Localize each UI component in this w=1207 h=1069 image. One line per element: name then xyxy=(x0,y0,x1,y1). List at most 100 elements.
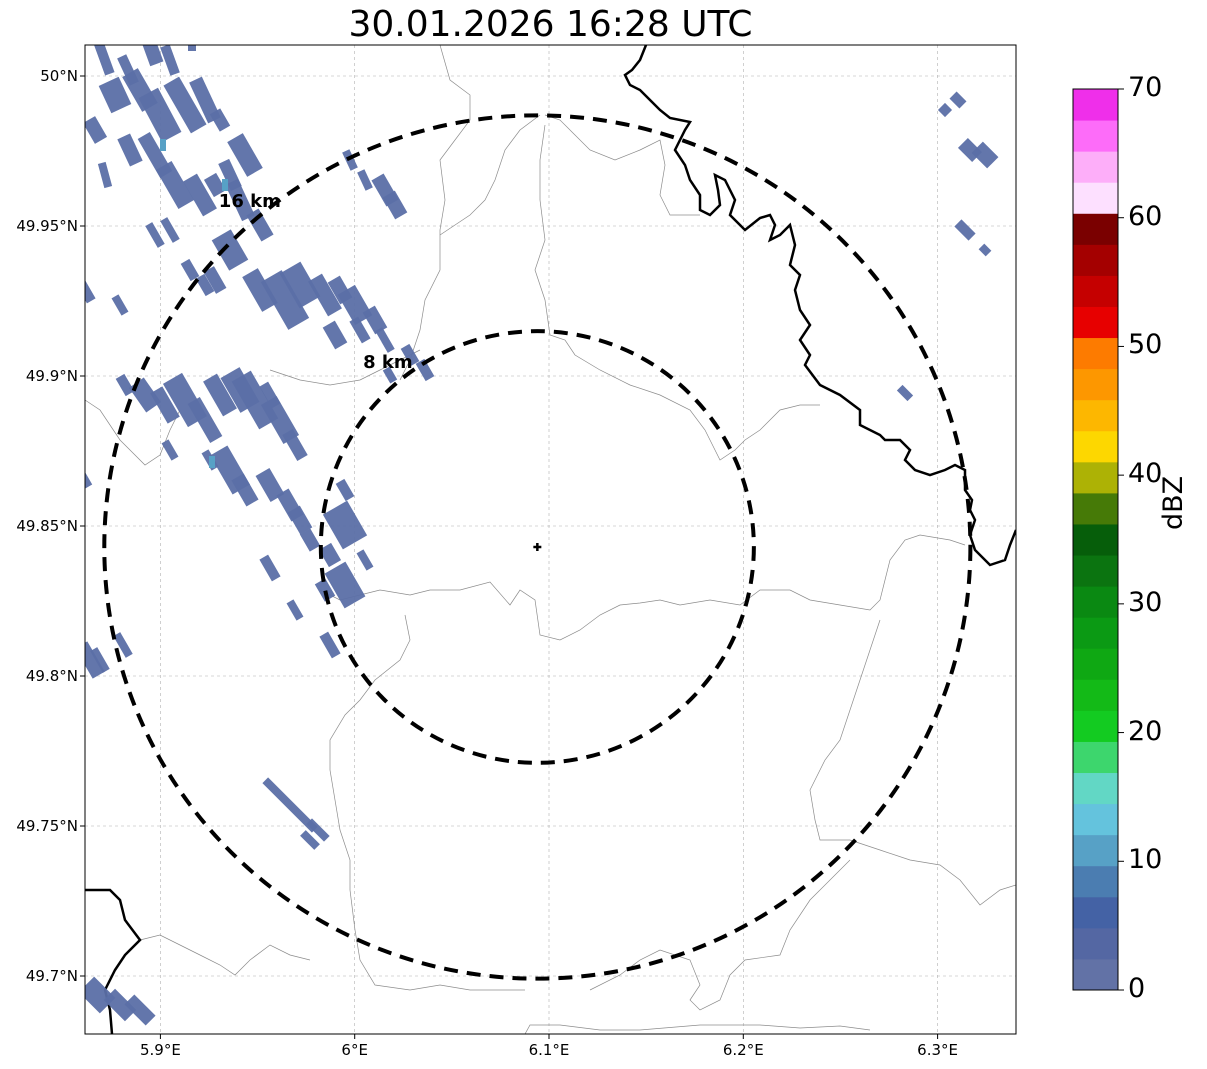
y-tick-label: 49.75°N xyxy=(16,817,78,835)
colorbar-band xyxy=(1073,710,1118,742)
colorbar-band xyxy=(1073,151,1118,183)
echo-cell xyxy=(103,988,137,1022)
echo-cell xyxy=(85,471,93,489)
echo-cell xyxy=(322,320,348,350)
echo-cell xyxy=(113,632,133,658)
colorbar-band xyxy=(1073,772,1118,805)
colorbar-tick-label: 70 xyxy=(1128,72,1163,103)
radar-site-marker xyxy=(533,543,542,551)
echo-cell xyxy=(322,500,368,550)
echo-cell xyxy=(279,261,321,309)
border-line xyxy=(809,619,1016,906)
colorbar-band xyxy=(1073,896,1118,929)
echo-cell xyxy=(356,549,374,571)
colorbar-tick-label: 40 xyxy=(1128,458,1163,490)
echo-cell xyxy=(203,373,237,417)
colorbar-frame xyxy=(1072,88,1119,991)
y-tick-label: 49.8°N xyxy=(25,667,78,685)
echo-cell xyxy=(203,266,227,294)
echo-cell xyxy=(85,976,116,1014)
y-tick-label: 49.95°N xyxy=(16,217,78,235)
colorbar-band xyxy=(1073,803,1118,836)
echo-cell xyxy=(203,172,227,198)
colorbar-tick-label: 20 xyxy=(1128,715,1163,747)
colorbar-band xyxy=(1073,337,1118,370)
echo-cell xyxy=(145,222,165,248)
border-line xyxy=(534,124,820,461)
echo-cell xyxy=(161,439,179,461)
colorbar-band xyxy=(1073,958,1118,991)
echo-cell xyxy=(308,273,342,317)
colorbar-band xyxy=(1073,523,1118,556)
echo-cell xyxy=(319,631,341,659)
border-line xyxy=(439,114,541,236)
colorbar-band xyxy=(1073,741,1118,774)
echo-cell xyxy=(362,305,388,335)
echo-cell xyxy=(287,505,313,535)
range-ring-labels: 16 km 8 km xyxy=(219,191,413,373)
echo-cell xyxy=(91,45,115,76)
echo-cell xyxy=(150,386,180,424)
echo-cell xyxy=(155,161,195,209)
range-ring xyxy=(318,329,756,765)
echo-cell xyxy=(97,161,113,189)
echo-cell xyxy=(971,141,999,169)
colorbar-band xyxy=(1073,275,1118,307)
echo-cell xyxy=(349,316,371,344)
echo-cell xyxy=(225,178,255,222)
y-tick-label: 50°N xyxy=(40,67,78,85)
precipitation-echoes xyxy=(85,45,999,1026)
colorbar-band xyxy=(1073,555,1118,587)
echo-cell xyxy=(189,76,221,124)
echo-cell xyxy=(335,478,355,502)
echo-cell xyxy=(231,473,259,507)
echo-cell xyxy=(117,133,143,167)
colorbar-band xyxy=(1073,368,1118,401)
echo-cell-strong xyxy=(209,456,215,468)
echo-cell xyxy=(259,554,281,582)
echo-cell xyxy=(209,108,231,132)
echo-cell xyxy=(187,397,223,443)
border-line xyxy=(399,45,471,381)
x-tick-label: 6.2°E xyxy=(722,1041,764,1059)
echo-cell xyxy=(124,994,156,1026)
y-tick-label: 49.9°N xyxy=(25,367,78,385)
echo-cell-strong xyxy=(160,139,166,151)
y-tick-label: 49.7°N xyxy=(25,967,78,985)
echo-cell xyxy=(324,561,366,609)
echo-cell xyxy=(375,327,395,353)
border-line xyxy=(319,534,966,641)
colorbar-band xyxy=(1073,399,1118,432)
colorbar-band xyxy=(1073,461,1118,494)
colorbar-tick-label: 0 xyxy=(1128,973,1146,1004)
echo-cell xyxy=(163,76,207,134)
colorbar-band xyxy=(1073,617,1118,649)
echo-cell xyxy=(85,276,96,304)
echo-cell xyxy=(262,777,318,833)
echo-cell xyxy=(314,578,336,602)
colorbar-band xyxy=(1073,182,1118,214)
echo-cell xyxy=(138,87,182,143)
colorbar-band xyxy=(1073,586,1118,618)
colorbar-band xyxy=(1073,679,1118,711)
echo-cell xyxy=(978,243,992,257)
y-tick-label: 49.85°N xyxy=(16,517,78,535)
border-line xyxy=(589,859,851,1011)
range-ring-label: 8 km xyxy=(363,352,413,373)
colorbar-band xyxy=(1073,648,1118,680)
range-ring-label: 16 km xyxy=(219,191,281,212)
border-line xyxy=(544,114,700,216)
range-rings xyxy=(102,113,973,981)
echo-cell xyxy=(896,384,914,402)
echo-cell xyxy=(937,102,953,118)
echo-cell xyxy=(211,229,249,271)
echo-cell xyxy=(337,284,373,326)
echo-cell xyxy=(195,273,215,297)
echo-cell xyxy=(357,169,373,191)
echo-cell xyxy=(242,268,278,312)
colorbar-band xyxy=(1073,306,1118,339)
colorbar-tick-label: 30 xyxy=(1128,586,1163,618)
colorbar xyxy=(1072,88,1124,991)
map-title: 30.01.2026 16:28 UTC xyxy=(348,4,753,45)
echo-cell xyxy=(260,270,310,330)
